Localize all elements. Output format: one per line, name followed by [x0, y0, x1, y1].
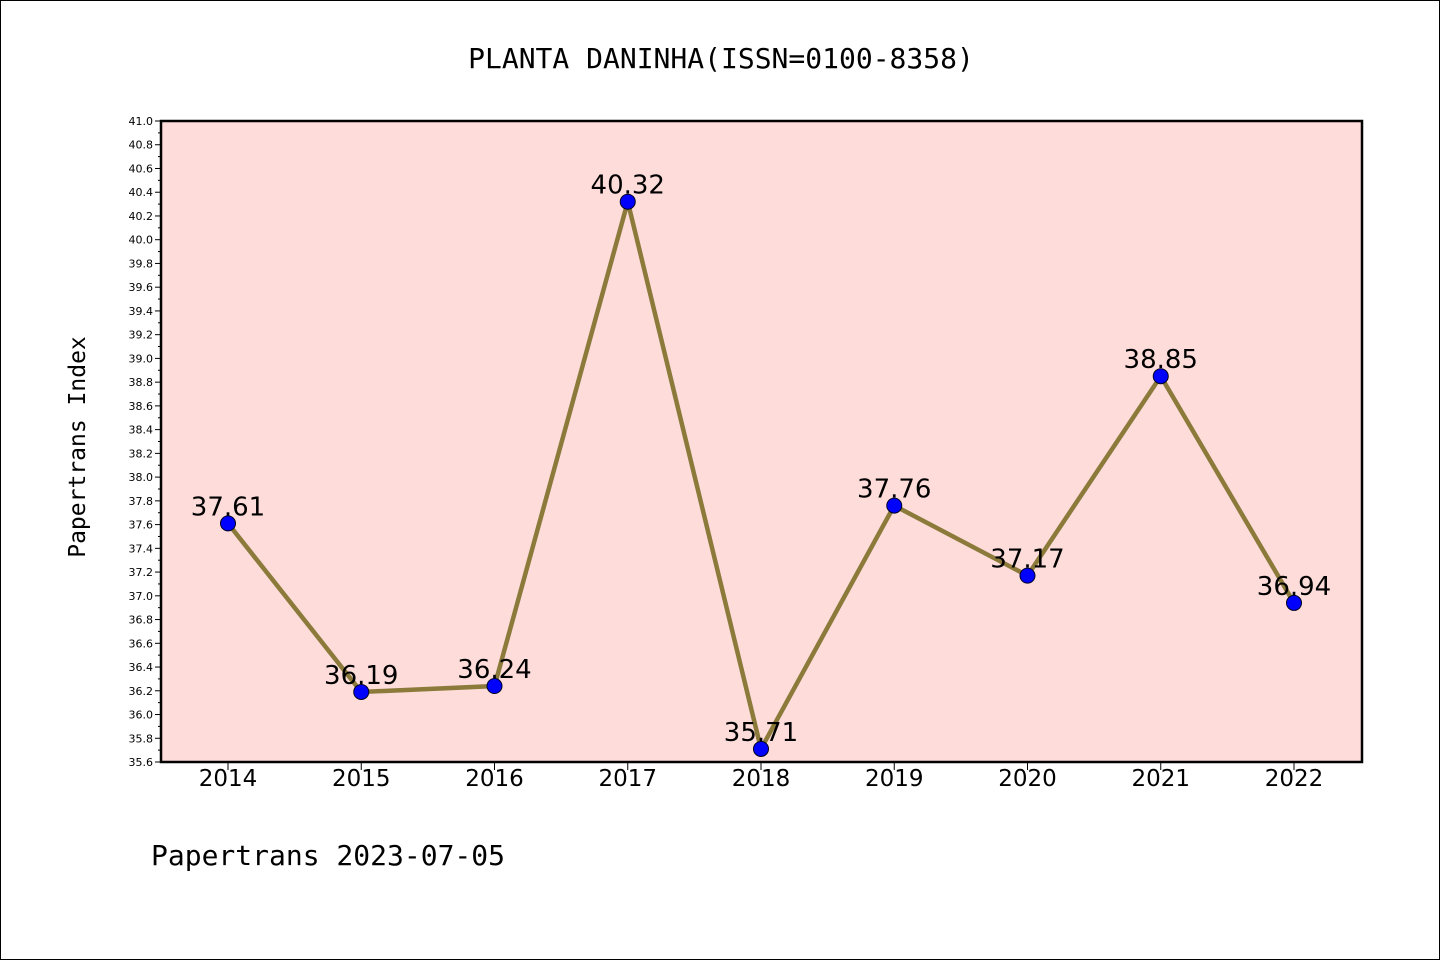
y-tick-label: 37.2 [129, 566, 154, 579]
data-point-2014 [220, 515, 236, 532]
y-tick-label: 36.8 [129, 614, 154, 627]
data-point-2018 [753, 740, 769, 757]
x-tick-label: 2014 [199, 766, 258, 792]
y-tick-label: 37.8 [129, 495, 154, 508]
y-tick-label: 40.8 [129, 139, 154, 152]
y-axis-title: Papertrans Index [65, 336, 91, 558]
x-axis: 2014 2015 2016 2017 2018 2019 2020 2021 2022 [199, 762, 1324, 792]
y-tick-label: 36.4 [129, 661, 154, 674]
plot-area [159, 119, 1364, 764]
data-point-2015 [353, 683, 370, 700]
y-tick-label: 40.0 [129, 234, 154, 247]
y-tick-label: 41.0 [129, 115, 154, 128]
x-tick-label: 2021 [1131, 766, 1190, 792]
data-label-2014: 37.61 [191, 492, 265, 522]
series-papertrans-index [220, 192, 1302, 757]
data-label-2021: 38.85 [1124, 345, 1198, 375]
y-tick-label: 35.8 [129, 732, 154, 745]
y-tick-label: 39.0 [129, 352, 154, 365]
data-label-2020: 37.17 [990, 545, 1064, 575]
y-tick-label: 36.0 [129, 709, 154, 722]
footer-stamp: Papertrans 2023-07-05 [151, 839, 505, 872]
y-tick-label: 40.6 [129, 162, 154, 175]
y-tick-label: 38.8 [129, 376, 154, 389]
x-tick-label: 2022 [1265, 766, 1324, 792]
y-tick-label: 39.4 [129, 305, 154, 318]
y-tick-label: 38.0 [129, 471, 154, 484]
data-label-2017: 40.32 [591, 171, 665, 201]
data-label-2015: 36.19 [324, 661, 398, 691]
data-label-2018: 35.71 [724, 718, 798, 748]
data-point-2017 [619, 193, 636, 210]
data-labels: 37.61 36.19 36.24 40.32 35.71 37.76 37.17 38.85… [191, 171, 1331, 748]
y-tick-label: 39.8 [129, 257, 154, 270]
data-point-2021 [1152, 368, 1169, 385]
x-tick-label: 2017 [598, 766, 657, 792]
y-tick-label: 38.4 [129, 424, 154, 437]
data-label-2022: 36.94 [1257, 572, 1331, 602]
x-tick-label: 2020 [998, 766, 1057, 792]
y-tick-label: 40.4 [129, 186, 154, 199]
data-point-2022 [1286, 594, 1302, 611]
y-tick-label: 35.6 [129, 756, 154, 769]
data-point-2020 [1019, 567, 1036, 584]
x-tick-label: 2018 [732, 766, 791, 792]
y-tick-label: 37.4 [129, 542, 154, 555]
y-tick-label: 39.6 [129, 281, 154, 294]
data-label-2016: 36.24 [457, 655, 531, 685]
y-axis: 35.6 35.8 36.0 36.2 36.4 36.6 36.8 37.0 37.2 37.4… [129, 115, 161, 769]
y-tick-label: 39.2 [129, 329, 154, 342]
x-tick-label: 2016 [465, 766, 524, 792]
y-tick-label: 38.2 [129, 447, 154, 460]
data-label-2019: 37.76 [857, 475, 931, 505]
y-tick-label: 37.6 [129, 519, 154, 532]
x-tick-label: 2019 [865, 766, 924, 792]
data-point-2016 [486, 678, 503, 695]
x-tick-label: 2015 [332, 766, 391, 792]
y-tick-label: 36.2 [129, 685, 154, 698]
y-tick-label: 37.0 [129, 590, 154, 603]
chart-title: PLANTA DANINHA(ISSN=0100-8358) [468, 42, 974, 75]
y-tick-label: 36.6 [129, 637, 154, 650]
y-tick-label: 40.2 [129, 210, 154, 223]
data-point-2019 [886, 497, 903, 514]
y-tick-label: 38.6 [129, 400, 154, 413]
